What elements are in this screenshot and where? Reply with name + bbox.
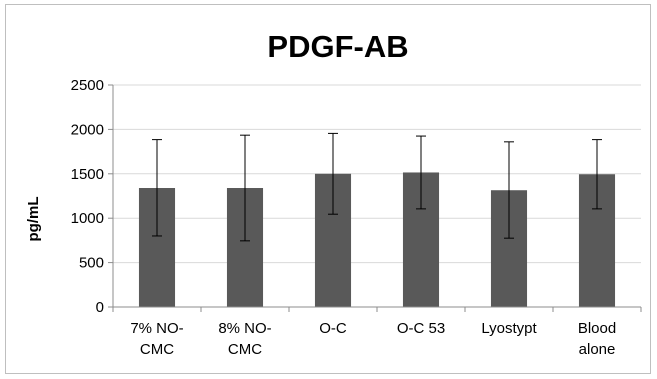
x-category-label-line: CMC [140, 341, 174, 358]
bars [138, 172, 616, 307]
x-category-labels: 7% NO- CMC 8% NO- CMC O-C O-C 53 Lyostypt Blood… [130, 320, 616, 358]
x-category-label-line: alone [579, 341, 616, 358]
y-tick-label: 2500 [71, 77, 104, 94]
gridlines [113, 84, 641, 264]
x-category-label-line: O-C 53 [397, 320, 445, 337]
x-category-label: 8% NO- CMC [218, 320, 271, 358]
chart-title: PDGF-AB [267, 29, 408, 64]
y-tick-label: 2000 [71, 121, 104, 138]
chart-frame: PDGF-AB pg/mL 0 500 1000 1500 2000 2500 7% NO… [5, 4, 651, 374]
x-category-label-line: O-C [319, 320, 347, 337]
y-tick-label: 1500 [71, 166, 104, 183]
y-tick-labels: 0 500 1000 1500 2000 2500 [71, 77, 104, 316]
error-bars [152, 132, 602, 242]
x-category-label-line: 7% NO- [130, 320, 183, 337]
x-category-label: 7% NO- CMC [130, 320, 183, 358]
x-category-label-line: CMC [228, 341, 262, 358]
y-tick-label: 500 [79, 255, 104, 272]
x-category-label: O-C 53 [397, 320, 445, 337]
y-axis-title: pg/mL [25, 197, 42, 242]
x-category-label-line: 8% NO- [218, 320, 271, 337]
x-category-label: Blood alone [578, 320, 616, 358]
x-category-label-line: Lyostypt [481, 320, 537, 337]
axes [108, 84, 642, 312]
x-category-label-line: Blood [578, 320, 616, 337]
bar-chart: PDGF-AB pg/mL 0 500 1000 1500 2000 2500 7% NO… [25, 29, 642, 358]
x-category-label: Lyostypt [481, 320, 537, 337]
y-tick-label: 1000 [71, 210, 104, 227]
x-category-label: O-C [319, 320, 347, 337]
y-tick-label: 0 [96, 299, 104, 316]
